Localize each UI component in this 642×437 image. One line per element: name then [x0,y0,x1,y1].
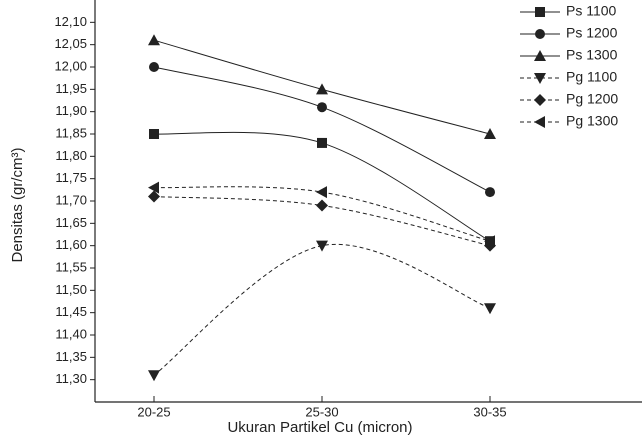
point [317,102,327,113]
legend-marker [535,7,545,17]
y-tick-label: 11,65 [55,215,87,230]
point [316,240,328,252]
y-tick-label: 11,50 [55,282,87,297]
legend-label: Pg 1300 [566,113,618,129]
legend-label: Ps 1200 [566,25,618,41]
point [148,181,159,194]
point [485,187,495,198]
point [148,34,160,46]
legend-marker [534,94,546,106]
legend-label: Pg 1100 [566,69,617,85]
point [149,62,159,72]
point [316,83,328,95]
y-tick-label: 12,00 [54,58,87,73]
x-tick-label: 25-30 [305,404,338,419]
y-tick-label: 11,55 [55,259,87,274]
y-tick-label: 11,45 [55,304,87,319]
point [317,137,327,148]
y-tick-label: 11,35 [55,349,87,364]
point [316,199,328,212]
y-tick-label: 11,40 [55,326,87,341]
y-tick-label: 11,30 [55,371,87,386]
legend-marker [535,29,545,39]
legend-marker [534,73,546,84]
legend-marker [534,50,546,61]
point [484,303,496,315]
y-tick-label: 12,10 [54,14,87,29]
legend-label: Ps 1100 [566,3,617,19]
legend-marker [534,116,545,128]
x-tick-label: 30-35 [473,404,506,419]
point [484,235,495,248]
point [149,129,159,139]
y-tick-label: 11,70 [55,192,87,207]
point [484,128,496,139]
y-tick-label: 11,95 [55,81,87,96]
y-tick-label: 11,85 [55,125,87,140]
y-tick-label: 11,75 [55,170,87,185]
point [148,190,160,203]
y-tick-label: 11,80 [55,148,87,163]
y-axis-label: Densitas (gr/cm³) [9,147,26,262]
legend-label: Pg 1200 [566,91,618,107]
y-tick-label: 11,60 [55,237,87,252]
point [148,370,160,382]
x-axis-label: Ukuran Partikel Cu (micron) [227,419,412,436]
legend-label: Ps 1300 [566,47,618,63]
series-line [153,243,491,376]
y-tick-label: 12,05 [54,36,87,51]
y-tick-label: 11,90 [55,103,87,118]
x-tick-label: 20-25 [137,404,170,419]
point [316,186,327,199]
